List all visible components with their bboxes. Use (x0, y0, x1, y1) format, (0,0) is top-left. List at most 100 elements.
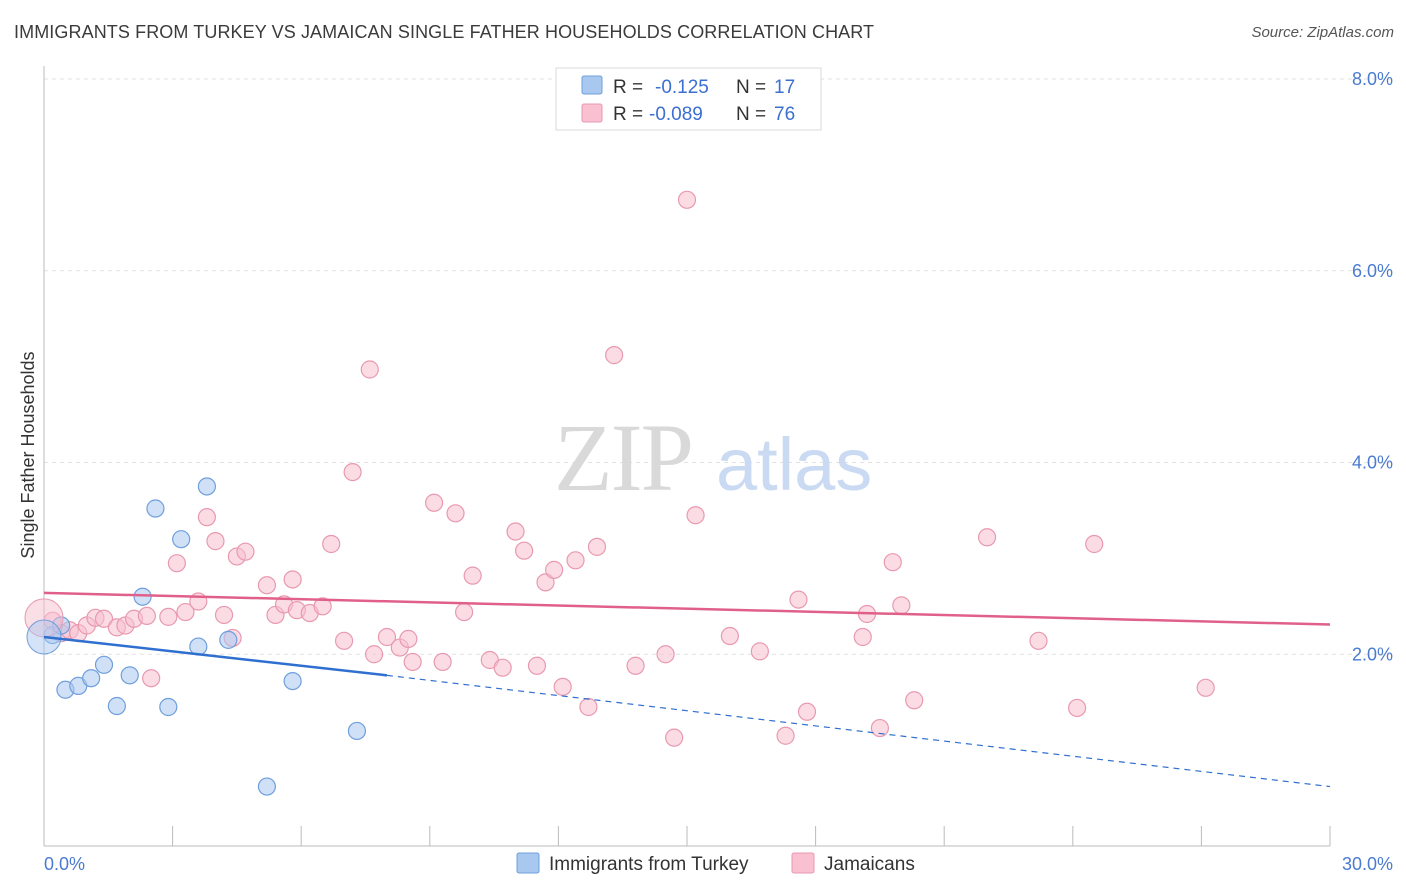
axes (43, 66, 1331, 847)
watermark-atlas: atlas (716, 423, 872, 506)
data-point (977, 528, 997, 547)
legend-r-value-jamaicans: -0.089 (649, 104, 703, 125)
data-point (399, 629, 418, 649)
trend-lines (43, 591, 1331, 788)
y-tick-labels: 2.0% 4.0% 6.0% 8.0% (1352, 69, 1393, 664)
bottom-legend-label-turkey: Immigrants from Turkey (549, 854, 749, 875)
data-point (313, 597, 332, 616)
data-point (750, 642, 769, 661)
series-legend: Immigrants from Turkey Jamaicans (516, 852, 915, 875)
trend-line (43, 591, 1331, 626)
data-point (776, 726, 795, 745)
data-point (176, 602, 195, 622)
data-point (545, 560, 564, 579)
data-point (605, 346, 624, 365)
legend-n-value-turkey: 17 (774, 77, 795, 98)
x-tick-label-max: 30.0% (1342, 854, 1393, 874)
data-point (853, 627, 872, 647)
data-point (463, 566, 482, 585)
data-point (883, 553, 902, 572)
data-point (206, 532, 225, 551)
x-tick-label-min: 0.0% (44, 854, 85, 874)
data-point (433, 652, 452, 672)
y-tick-label: 6.0% (1352, 261, 1393, 281)
legend-n-label-jamaicans: N = (736, 104, 766, 125)
data-point (515, 541, 534, 560)
data-point (892, 596, 911, 615)
data-point (686, 506, 705, 525)
data-point (454, 602, 474, 622)
data-point (257, 777, 277, 796)
grid-lines (44, 78, 1392, 655)
data-point (283, 671, 302, 691)
bottom-legend-label-jamaicans: Jamaicans (824, 854, 915, 875)
data-point (905, 691, 924, 710)
data-point (665, 728, 684, 747)
legend-swatch-turkey (581, 75, 603, 95)
legend-n-label-turkey: N = (736, 77, 766, 98)
data-point (720, 626, 739, 646)
bottom-legend-swatch-turkey (516, 852, 540, 874)
data-point (536, 573, 555, 592)
data-point (94, 655, 114, 674)
data-point (334, 631, 354, 650)
data-point (797, 702, 817, 721)
data-point (626, 656, 645, 675)
data-point (506, 522, 525, 541)
data-point (527, 656, 547, 675)
data-point (107, 696, 126, 716)
y-axis-label: Single Father Households (18, 351, 38, 558)
data-point (347, 721, 367, 741)
correlation-legend: R = -0.125 N = 17 R = -0.089 N = 76 (555, 67, 822, 131)
data-point (146, 499, 165, 518)
legend-r-label-jamaicans: R = (613, 104, 643, 125)
data-point (870, 718, 890, 738)
trend-line (43, 635, 388, 677)
data-point (789, 590, 808, 609)
legend-swatch-jamaicans (581, 103, 603, 123)
data-point (322, 534, 341, 554)
data-point (566, 551, 585, 570)
data-point (219, 630, 238, 649)
data-point (360, 360, 379, 379)
data-point (364, 645, 384, 664)
data-point (1085, 534, 1104, 554)
data-point (553, 677, 572, 696)
data-point (257, 576, 277, 595)
data-point (159, 697, 178, 717)
bottom-legend-swatch-jamaicans (791, 852, 815, 874)
data-point (236, 542, 255, 561)
data-point (137, 606, 156, 626)
data-points (24, 190, 1215, 796)
data-point (197, 508, 216, 527)
data-point (587, 537, 607, 556)
data-point (82, 669, 101, 688)
data-point (214, 605, 234, 625)
data-point (172, 530, 191, 549)
data-point (343, 462, 362, 482)
data-point (677, 190, 697, 209)
data-point (1067, 698, 1087, 718)
data-point (1196, 678, 1215, 697)
watermark-zip: ZIP (554, 404, 692, 511)
source-label: Source: ZipAtlas.com (1251, 24, 1394, 41)
y-tick-label: 2.0% (1352, 644, 1393, 664)
legend-n-value-jamaicans: 76 (774, 104, 795, 125)
data-point (403, 652, 422, 672)
data-point (142, 669, 161, 688)
trend-line-extension (386, 674, 1331, 788)
legend-r-label-turkey: R = (613, 77, 643, 98)
data-point (656, 645, 675, 664)
data-point (493, 658, 512, 677)
data-point (377, 627, 397, 647)
legend-r-value-turkey: -0.125 (655, 77, 709, 98)
data-point (167, 554, 186, 573)
data-point (133, 587, 152, 606)
data-point (579, 697, 598, 717)
y-tick-label: 4.0% (1352, 453, 1393, 473)
data-point (424, 493, 444, 512)
watermark: ZIP atlas (554, 404, 872, 511)
y-tick-label: 8.0% (1352, 69, 1393, 89)
data-point (283, 570, 302, 589)
